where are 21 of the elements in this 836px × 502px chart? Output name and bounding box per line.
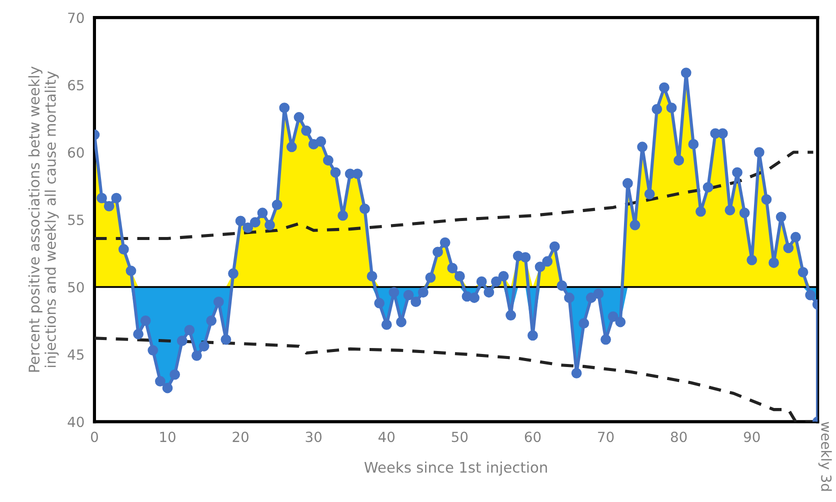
x-tick-label: 0 — [90, 432, 98, 442]
x-tick-label: 20 — [232, 432, 248, 442]
x-tick-label: 80 — [670, 432, 687, 442]
y-tick-label: 70 — [68, 12, 84, 24]
y-tick-label: 45 — [68, 349, 84, 360]
x-tick-label: 30 — [306, 432, 322, 442]
y-tick-label: 50 — [68, 282, 84, 292]
x-tick-label: 40 — [378, 432, 395, 442]
y-tick-label: 65 — [68, 80, 84, 90]
x-tick-label: 50 — [452, 432, 468, 442]
text: weekly 3d — [818, 422, 832, 491]
y-tick-label: 40 — [68, 416, 84, 428]
x-tick-label: 60 — [524, 432, 541, 442]
y-tick-label: 55 — [68, 214, 84, 226]
y-axis-title: Percent positive associations betw weekly injections and weekly all cause mortality — [28, 66, 59, 372]
x-tick-label: 10 — [160, 432, 176, 442]
x-tick-label: 70 — [598, 432, 614, 442]
x-tick-label: 90 — [744, 432, 760, 442]
x-axis-title: Weeks since 1st injection — [364, 462, 547, 476]
y-tick-label: 60 — [68, 147, 84, 158]
line-series — [94, 150, 815, 240]
